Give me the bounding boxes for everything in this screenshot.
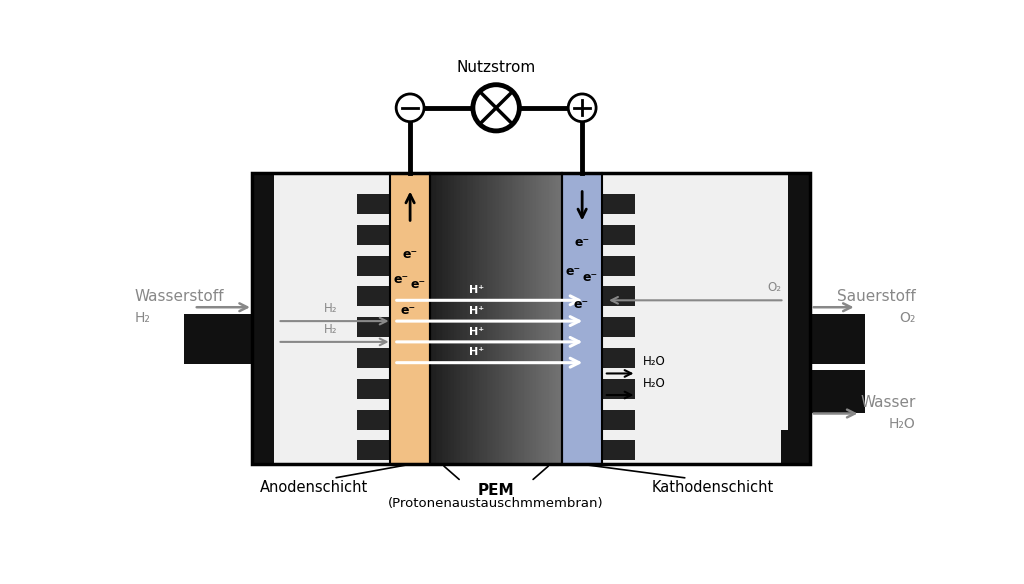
Bar bbox=[809, 370, 865, 413]
Text: H⁺: H⁺ bbox=[469, 305, 484, 316]
Bar bbox=[357, 348, 390, 368]
Bar bbox=[602, 286, 635, 307]
Text: O₂: O₂ bbox=[767, 281, 781, 294]
Text: Wasser: Wasser bbox=[860, 395, 915, 410]
Bar bbox=[252, 173, 273, 464]
Bar bbox=[183, 314, 253, 364]
Text: e⁻: e⁻ bbox=[401, 304, 416, 317]
Bar bbox=[252, 173, 390, 464]
Text: H⁺: H⁺ bbox=[469, 326, 484, 336]
Text: e⁻: e⁻ bbox=[393, 273, 409, 286]
Text: e⁻: e⁻ bbox=[573, 298, 588, 311]
Text: Nutzstrom: Nutzstrom bbox=[457, 61, 536, 75]
Bar bbox=[273, 173, 390, 464]
Bar bbox=[809, 314, 865, 364]
Text: Sauerstoff: Sauerstoff bbox=[837, 289, 915, 304]
Bar bbox=[252, 173, 810, 464]
Text: H⁺: H⁺ bbox=[469, 347, 484, 357]
Bar bbox=[602, 225, 635, 245]
Text: H₂: H₂ bbox=[325, 302, 338, 315]
Bar bbox=[562, 173, 602, 464]
Bar bbox=[357, 440, 390, 460]
Bar bbox=[602, 256, 635, 276]
Bar bbox=[602, 194, 635, 214]
Text: H₂: H₂ bbox=[134, 311, 151, 325]
Bar bbox=[780, 430, 810, 464]
Bar bbox=[602, 440, 635, 460]
Text: H⁺: H⁺ bbox=[469, 285, 484, 295]
Text: H₂O: H₂O bbox=[889, 416, 915, 430]
Text: e⁻: e⁻ bbox=[411, 279, 425, 291]
Bar bbox=[357, 256, 390, 276]
Bar bbox=[357, 379, 390, 399]
Bar bbox=[602, 173, 788, 464]
Text: Wasserstoff: Wasserstoff bbox=[134, 289, 223, 304]
Bar bbox=[602, 317, 635, 338]
Text: Anodenschicht: Anodenschicht bbox=[260, 479, 368, 495]
Text: e⁻: e⁻ bbox=[583, 271, 597, 284]
Bar bbox=[357, 286, 390, 307]
Text: O₂: O₂ bbox=[899, 311, 915, 325]
Bar bbox=[390, 173, 430, 464]
Text: e⁻: e⁻ bbox=[565, 265, 581, 279]
Text: PEM: PEM bbox=[478, 483, 514, 498]
Text: e⁻: e⁻ bbox=[402, 248, 418, 260]
Text: H₂O: H₂O bbox=[643, 355, 666, 368]
Text: e⁻: e⁻ bbox=[574, 236, 590, 249]
Circle shape bbox=[396, 94, 424, 121]
Bar bbox=[357, 409, 390, 430]
Circle shape bbox=[473, 85, 519, 131]
Text: H₂: H₂ bbox=[325, 323, 338, 336]
Bar bbox=[602, 348, 635, 368]
Bar bbox=[602, 379, 635, 399]
Circle shape bbox=[568, 94, 596, 121]
Text: Kathodenschicht: Kathodenschicht bbox=[652, 479, 774, 495]
Bar bbox=[602, 409, 635, 430]
Bar bbox=[788, 173, 810, 464]
Text: (Protonenaustauschmmembran): (Protonenaustauschmmembran) bbox=[388, 496, 604, 510]
Bar bbox=[357, 194, 390, 214]
Bar bbox=[357, 317, 390, 338]
Bar bbox=[357, 225, 390, 245]
Text: H₂O: H₂O bbox=[643, 377, 666, 390]
